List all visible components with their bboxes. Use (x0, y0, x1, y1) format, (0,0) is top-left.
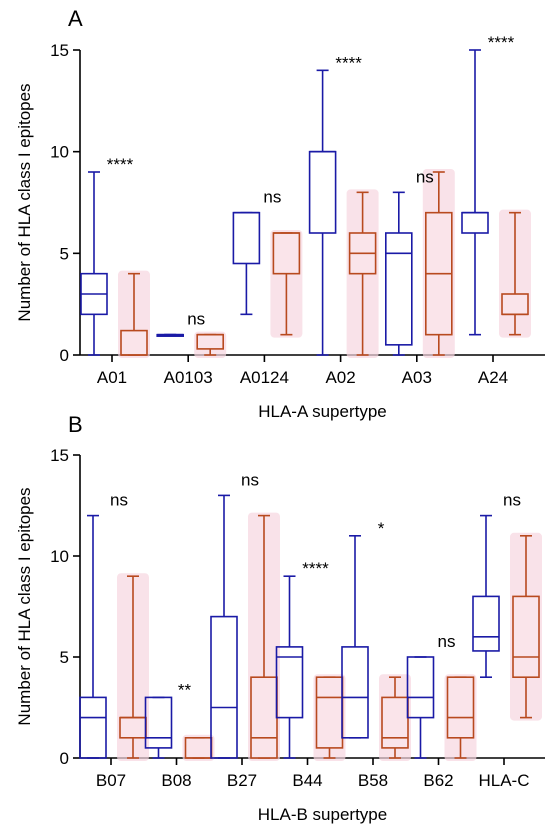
box (184, 736, 213, 759)
box (512, 595, 540, 679)
box (119, 716, 147, 739)
box (275, 646, 304, 719)
y-tick-label: 15 (50, 446, 69, 465)
chart-panel-a: A 0 5 10 15 Number of HLA class I epitopes HLA… (15, 6, 545, 421)
significance-label: ns (110, 491, 128, 510)
y-tick-label: 10 (50, 143, 69, 162)
significance-label: ns (241, 470, 259, 489)
significance-label: ns (503, 491, 521, 510)
box (446, 676, 475, 739)
box (406, 656, 435, 719)
x-tick-label: A24 (478, 368, 508, 387)
x-tick-label: A0103 (164, 368, 213, 387)
significance-label: ns (263, 188, 281, 207)
x-axis-title: HLA-A supertype (258, 402, 387, 421)
x-tick-label: A01 (97, 368, 127, 387)
box (120, 329, 148, 356)
box (272, 232, 301, 275)
x-axis-title: HLA-B supertype (258, 805, 387, 824)
chart-panel-b: B 0 5 10 15 Number of HLA class I epitopes HLA… (15, 412, 545, 824)
x-tick-label: B58 (358, 771, 388, 790)
y-tick-label: 0 (60, 346, 69, 365)
significance-label: **** (107, 155, 134, 174)
y-axis-title: Number of HLA class I epitopes (15, 487, 34, 725)
box (341, 646, 369, 739)
box (144, 696, 173, 749)
y-tick-label: 0 (60, 749, 69, 768)
box (250, 676, 278, 759)
panel-label: A (68, 6, 83, 31)
y-axis-title: Number of HLA class I epitopes (15, 83, 34, 321)
significance-label: **** (488, 33, 515, 52)
box (472, 595, 500, 652)
box (308, 150, 337, 234)
box (501, 293, 529, 316)
x-tick-label: B08 (161, 771, 191, 790)
x-tick-label: B62 (423, 771, 453, 790)
x-tick-label: HLA-C (478, 771, 529, 790)
box (210, 615, 238, 759)
box (196, 333, 224, 350)
box (315, 676, 344, 749)
x-tick-label: A0124 (240, 368, 289, 387)
box (79, 696, 107, 759)
box (384, 232, 413, 346)
y-tick-label: 10 (50, 547, 69, 566)
x-tick-label: A02 (325, 368, 355, 387)
box (381, 696, 409, 749)
y-tick-label: 5 (60, 648, 69, 667)
box (232, 211, 261, 265)
box (461, 211, 489, 234)
significance-label: ns (438, 632, 456, 651)
significance-label: **** (335, 53, 362, 72)
x-tick-label: A03 (402, 368, 432, 387)
significance-label: ** (178, 680, 192, 699)
x-tick-label: B27 (227, 771, 257, 790)
x-tick-label: B44 (292, 771, 322, 790)
panel-label: B (68, 412, 83, 437)
y-tick-label: 15 (50, 41, 69, 60)
x-tick-label: B07 (96, 771, 126, 790)
y-tick-label: 5 (60, 244, 69, 263)
significance-label: ns (416, 167, 434, 186)
significance-label: ns (187, 310, 205, 329)
significance-label: * (378, 519, 385, 538)
significance-label: **** (302, 559, 329, 578)
